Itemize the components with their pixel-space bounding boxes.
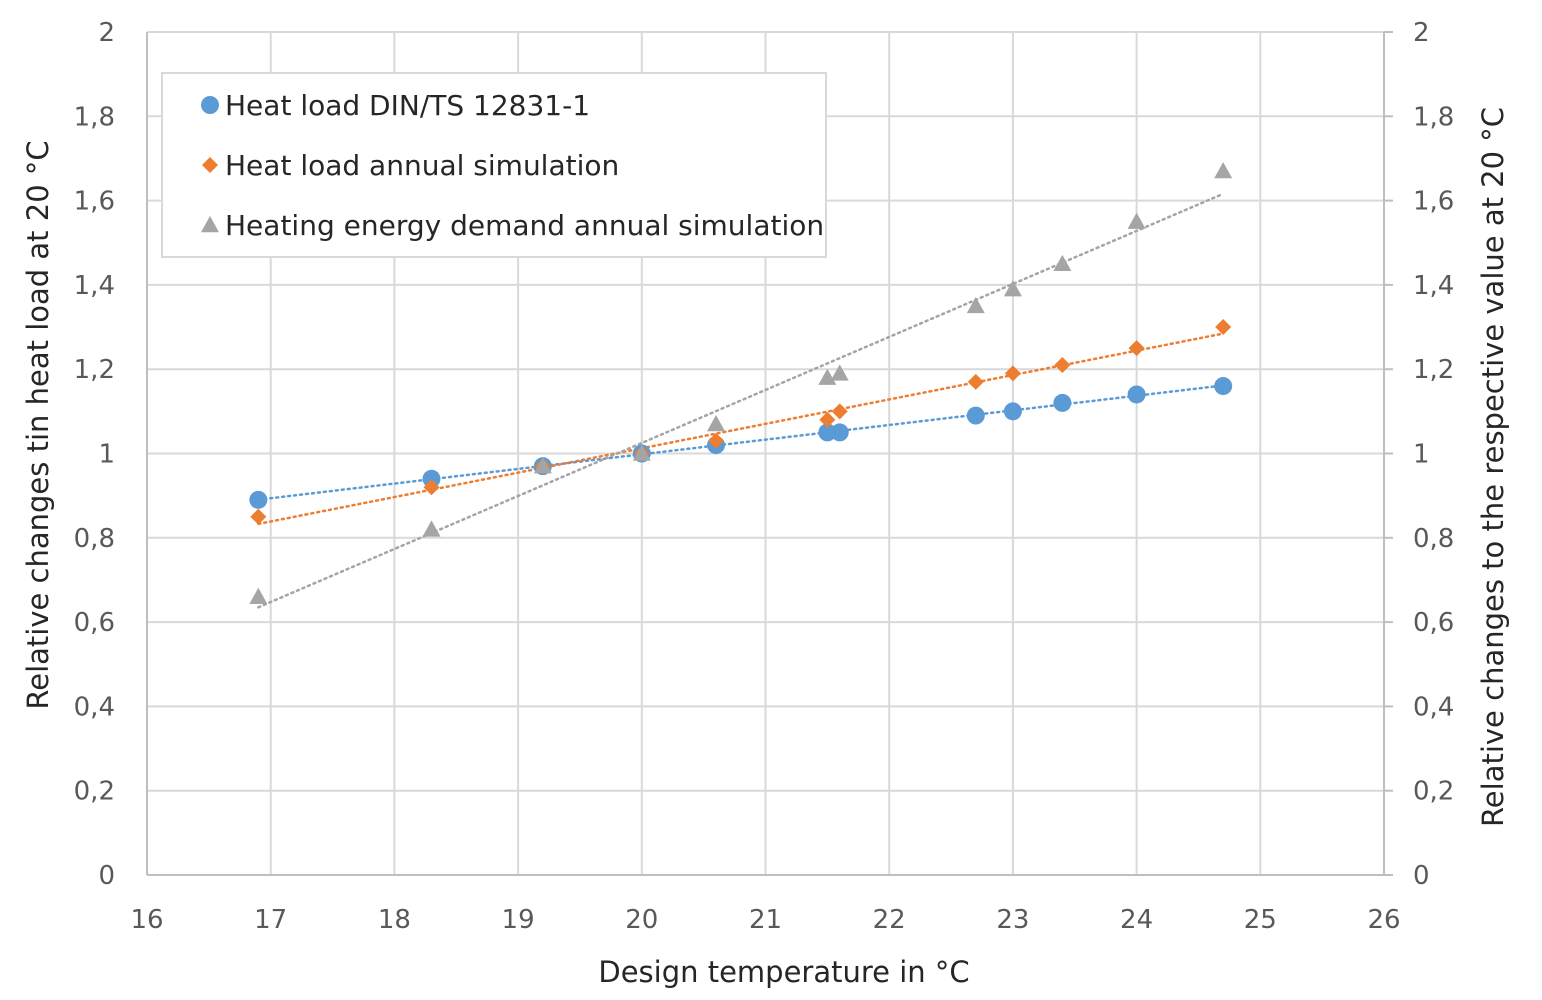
y-tick-label-right: 0,2 <box>1413 777 1454 807</box>
point-series-1 <box>818 423 837 442</box>
y-tick-label-left: 1,6 <box>74 187 115 217</box>
y-tick-label-left: 0,4 <box>74 692 115 722</box>
y-tick-label-left: 1 <box>98 440 115 470</box>
point-series-2 <box>1128 340 1145 357</box>
y-tick-label-right: 1,6 <box>1413 187 1454 217</box>
legend-label-2: Heat load annual simulation <box>225 149 619 182</box>
legend-marker-3 <box>201 216 219 233</box>
point-series-3 <box>632 444 651 461</box>
y-tick-label-right: 0,6 <box>1413 608 1454 638</box>
x-tick-label: 25 <box>1244 905 1277 935</box>
y-axis-title-left: Relative changes tin heat load at 20 °C <box>21 140 55 709</box>
point-series-2 <box>1004 365 1021 382</box>
y-tick-label-right: 1,8 <box>1413 102 1454 132</box>
point-series-1 <box>249 490 268 509</box>
point-series-2 <box>1054 356 1071 373</box>
y-tick-label-right: 0,4 <box>1413 692 1454 722</box>
point-series-3 <box>533 457 552 474</box>
y-tick-label-left: 0 <box>98 861 115 891</box>
point-series-3 <box>966 296 985 314</box>
y-tick-label-right: 1 <box>1413 440 1430 470</box>
point-series-1 <box>1003 402 1022 421</box>
legend-label-3: Heating energy demand annual simulation <box>225 209 824 242</box>
y-tick-label-right: 1,4 <box>1413 271 1454 301</box>
point-series-2 <box>1215 319 1232 336</box>
point-series-2 <box>708 432 725 449</box>
trendline-series-1 <box>257 384 1225 501</box>
x-tick-label: 19 <box>502 905 535 935</box>
point-series-2 <box>250 508 267 525</box>
x-tick-label: 21 <box>749 905 782 935</box>
y-tick-label-right: 0 <box>1413 861 1430 891</box>
point-series-3 <box>1053 254 1072 272</box>
point-series-3 <box>818 368 837 385</box>
y-tick-label-right: 0,8 <box>1413 524 1454 554</box>
point-series-1 <box>830 423 849 442</box>
point-series-2 <box>967 373 984 390</box>
axes <box>146 31 1393 876</box>
data-points <box>249 162 1233 605</box>
tick-labels: 16 17 18 19 20 21 22 23 24 25 260 00,2 0,20,4 0,40,6 0… <box>74 18 1455 935</box>
y-tick-label-left: 0,6 <box>74 608 115 638</box>
legend: Heat load DIN/TS 12831-1 Heat load annual… <box>161 72 827 258</box>
y-tick-label-left: 0,8 <box>74 524 115 554</box>
point-series-1 <box>966 406 985 425</box>
legend-box <box>161 72 827 258</box>
y-tick-label-left: 1,4 <box>74 271 115 301</box>
legend-label-1: Heat load DIN/TS 12831-1 <box>225 89 590 122</box>
x-tick-label: 18 <box>378 905 411 935</box>
point-series-3 <box>1214 162 1233 179</box>
y-tick-label-left: 0,2 <box>74 777 115 807</box>
point-series-1 <box>422 469 441 488</box>
point-series-1 <box>1053 393 1072 412</box>
y-axis-title-right: Relative changes to the respective value… <box>1476 107 1510 827</box>
trendline-series-2 <box>257 332 1225 526</box>
y-tick-label-left: 2 <box>98 18 115 48</box>
point-series-3 <box>707 414 726 432</box>
x-tick-label: 23 <box>996 905 1029 935</box>
point-series-2 <box>819 411 836 428</box>
x-tick-label: 26 <box>1367 905 1400 935</box>
legend-marker-2 <box>202 157 218 173</box>
y-tick-label-left: 1,8 <box>74 102 115 132</box>
x-tick-label: 17 <box>254 905 287 935</box>
x-tick-label: 16 <box>130 905 163 935</box>
x-axis-title: Design temperature in °C <box>598 955 969 989</box>
y-tick-label-right: 1,2 <box>1413 355 1454 385</box>
y-tick-label-right: 2 <box>1413 18 1430 48</box>
point-series-3 <box>1127 212 1146 229</box>
point-series-2 <box>831 403 848 420</box>
point-series-3 <box>422 520 441 537</box>
point-series-3 <box>249 587 268 605</box>
point-series-3 <box>1003 280 1022 297</box>
point-series-1 <box>1214 377 1233 396</box>
y-tick-label-left: 1,2 <box>74 355 115 385</box>
point-series-3 <box>830 364 849 381</box>
point-series-1 <box>1127 385 1146 404</box>
legend-marker-1 <box>201 96 219 114</box>
x-tick-label: 24 <box>1120 905 1153 935</box>
x-tick-label: 22 <box>873 905 906 935</box>
point-series-2 <box>423 479 440 496</box>
x-tick-label: 20 <box>625 905 658 935</box>
